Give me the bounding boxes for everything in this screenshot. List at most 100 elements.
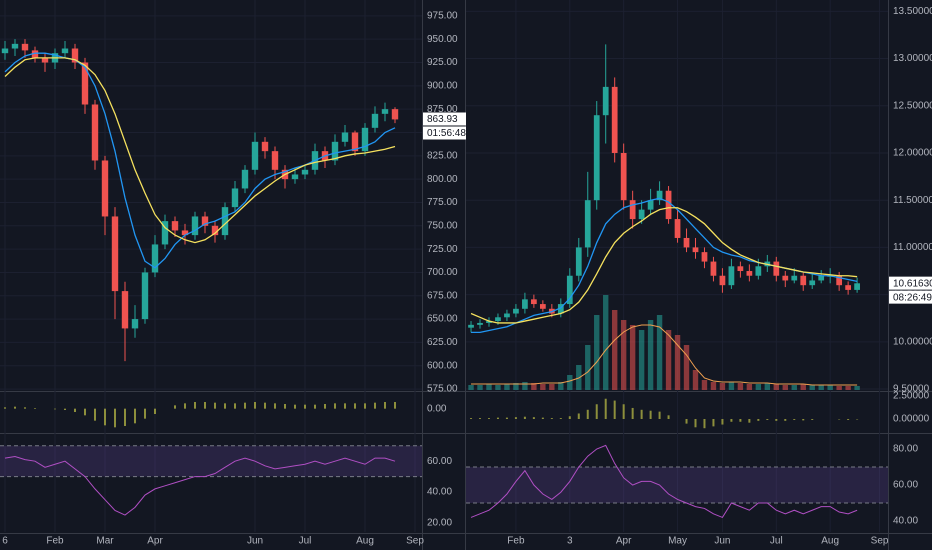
candle-body bbox=[620, 152, 627, 201]
volume-bar bbox=[719, 383, 726, 390]
candle-body bbox=[11, 43, 19, 49]
volume-bar bbox=[755, 384, 762, 390]
candle-body bbox=[638, 209, 645, 220]
x-tick-label: Feb bbox=[507, 536, 525, 547]
candle-body bbox=[728, 266, 735, 286]
candle-body bbox=[41, 57, 49, 63]
candle-body bbox=[800, 275, 807, 286]
candle-body bbox=[151, 244, 159, 273]
candle-body bbox=[271, 151, 279, 170]
countdown-box bbox=[423, 126, 466, 140]
candle-body bbox=[486, 321, 492, 323]
candle-body bbox=[141, 272, 149, 320]
y-tick-label: 40.00 bbox=[893, 516, 918, 527]
volume-bar bbox=[468, 385, 474, 390]
y-tick-label: 750.00 bbox=[427, 220, 458, 231]
x-tick-label: 3 bbox=[567, 536, 573, 547]
x-tick-label: Aug bbox=[821, 536, 839, 547]
candle-body bbox=[746, 271, 753, 276]
y-tick-label: 40.00 bbox=[427, 487, 452, 498]
candle-body bbox=[791, 275, 798, 281]
candle-body bbox=[71, 48, 79, 63]
y-tick-label: 9.50000 bbox=[893, 384, 930, 395]
y-tick-label: 0.00000 bbox=[893, 414, 930, 425]
x-tick-label: Sep bbox=[406, 536, 424, 547]
candle-body bbox=[381, 109, 389, 114]
volume-bar bbox=[800, 384, 806, 390]
x-tick-label: Feb bbox=[46, 536, 64, 547]
rsi-band bbox=[466, 467, 888, 504]
x-tick-label: 6 bbox=[2, 536, 8, 547]
candle-body bbox=[1, 48, 9, 54]
volume-bar bbox=[746, 384, 753, 390]
candle-body bbox=[602, 86, 609, 116]
candle-body bbox=[251, 141, 259, 170]
last-price-label: 863.93 bbox=[427, 114, 458, 125]
x-tick-label: Jun bbox=[247, 536, 263, 547]
candle-body bbox=[854, 283, 860, 290]
candle-body bbox=[201, 216, 209, 226]
candle-body bbox=[131, 319, 139, 329]
candle-body bbox=[61, 48, 69, 54]
volume-bar bbox=[845, 386, 851, 390]
moving-average bbox=[4, 57, 396, 244]
candle-body bbox=[710, 261, 717, 276]
volume-bar bbox=[558, 382, 564, 390]
candle-body bbox=[181, 230, 189, 236]
candle-body bbox=[21, 43, 29, 51]
candle-body bbox=[773, 261, 780, 276]
y-tick-label: 975.00 bbox=[427, 11, 458, 22]
rsi-line bbox=[470, 444, 858, 519]
last-price-box bbox=[889, 276, 932, 290]
candle-body bbox=[737, 266, 744, 272]
y-tick-label: 625.00 bbox=[427, 337, 458, 348]
y-tick-label: 825.00 bbox=[427, 150, 458, 161]
volume-bar bbox=[710, 382, 717, 390]
candle-body bbox=[241, 169, 249, 189]
x-tick-label: Apr bbox=[147, 536, 163, 547]
candle-body bbox=[161, 221, 169, 245]
candle-body bbox=[557, 304, 564, 314]
countdown-box bbox=[889, 290, 932, 304]
candle-body bbox=[513, 308, 519, 314]
volume-bar bbox=[737, 383, 744, 390]
candle-body bbox=[331, 141, 339, 161]
candle-body bbox=[674, 219, 681, 238]
volume-bar bbox=[701, 380, 708, 390]
y-tick-label: 875.00 bbox=[427, 104, 458, 115]
volume-ma bbox=[471, 324, 858, 386]
x-tick-label: Jul bbox=[770, 536, 783, 547]
volume-bar bbox=[603, 295, 609, 390]
volume-bar bbox=[773, 384, 779, 390]
candle-body bbox=[782, 275, 789, 281]
candle-body bbox=[291, 174, 299, 180]
candle-body bbox=[845, 285, 852, 290]
x-tick-label: Aug bbox=[356, 536, 374, 547]
last-price-box bbox=[423, 112, 466, 126]
volume-bar bbox=[531, 383, 537, 390]
y-tick-label: 700.00 bbox=[427, 267, 458, 278]
volume-bar bbox=[818, 385, 824, 390]
candle-body bbox=[477, 322, 483, 325]
y-tick-label: 800.00 bbox=[427, 174, 458, 185]
y-tick-label: 60.00 bbox=[427, 456, 452, 467]
y-tick-label: 725.00 bbox=[427, 244, 458, 255]
candle-body bbox=[504, 313, 510, 318]
candle-body bbox=[221, 207, 229, 236]
y-tick-label: 10.00000 bbox=[893, 336, 932, 347]
candle-body bbox=[809, 280, 816, 286]
volume-bar bbox=[522, 382, 528, 390]
volume-bar bbox=[764, 383, 771, 390]
volume-bar bbox=[854, 386, 860, 390]
x-tick-label: May bbox=[668, 536, 687, 547]
y-tick-label: 775.00 bbox=[427, 197, 458, 208]
volume-bar bbox=[513, 383, 519, 390]
candle-body bbox=[495, 317, 501, 322]
candle-body bbox=[593, 115, 600, 201]
y-tick-label: 925.00 bbox=[427, 57, 458, 68]
candle-body bbox=[656, 190, 663, 201]
y-tick-label: 11.50000 bbox=[893, 195, 932, 206]
volume-bar bbox=[495, 385, 501, 390]
y-tick-label: 13.00000 bbox=[893, 53, 932, 64]
